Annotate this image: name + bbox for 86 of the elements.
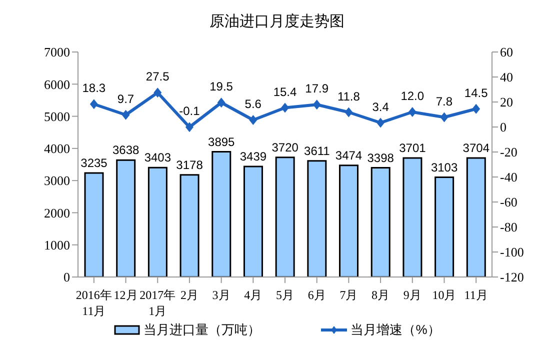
point bbox=[408, 107, 416, 117]
legend-label: 当月增速（%） bbox=[350, 321, 440, 339]
point bbox=[122, 110, 130, 120]
data-label: -0.1 bbox=[179, 104, 200, 118]
data-label: 3398 bbox=[367, 150, 394, 165]
data-label: 14.5 bbox=[464, 86, 488, 100]
data-label: 3103 bbox=[430, 160, 458, 174]
point bbox=[376, 118, 385, 128]
data-label: 3403 bbox=[144, 150, 172, 165]
data-label: 7.8 bbox=[436, 94, 453, 108]
y2-tick-label: -20 bbox=[500, 144, 518, 160]
data-label: 3235 bbox=[80, 156, 108, 170]
y-tick-label: 2000 bbox=[44, 205, 70, 220]
data-label: 3439 bbox=[240, 149, 267, 164]
point bbox=[185, 122, 194, 132]
point bbox=[344, 107, 353, 118]
y2-tick-label: -60 bbox=[500, 194, 518, 210]
data-label: 3701 bbox=[399, 141, 426, 156]
y2-tick-label: 20 bbox=[500, 94, 513, 110]
chart-title: 原油进口月度走势图 bbox=[208, 12, 346, 32]
x-tick-label: 2月 bbox=[180, 288, 198, 302]
bar bbox=[434, 176, 454, 277]
bar bbox=[116, 159, 136, 277]
bar bbox=[307, 160, 327, 277]
data-label: 17.9 bbox=[305, 82, 329, 96]
y-tick-label: 4000 bbox=[44, 141, 70, 156]
point bbox=[217, 98, 226, 108]
bar bbox=[466, 157, 486, 277]
x-tick-label: 5月 bbox=[276, 288, 294, 302]
y-tick-label: 3000 bbox=[44, 173, 70, 188]
bar bbox=[243, 166, 263, 277]
data-label: 3611 bbox=[304, 144, 330, 158]
y2-tick-label: -120 bbox=[500, 270, 524, 285]
x-tick-label: 10月 bbox=[432, 288, 456, 302]
x-tick-label: 8月 bbox=[372, 288, 390, 302]
data-label: 27.5 bbox=[146, 70, 170, 84]
y2-tick-label: -40 bbox=[500, 170, 518, 185]
y-tick-label: 0 bbox=[64, 270, 70, 285]
bar bbox=[148, 166, 168, 277]
data-label: 15.4 bbox=[273, 84, 297, 99]
x-tick-label: 7月 bbox=[340, 288, 358, 302]
y2-tick-label: -100 bbox=[500, 244, 524, 260]
y-tick-label: 7000 bbox=[44, 44, 70, 60]
data-label: 3704 bbox=[462, 140, 490, 155]
data-label: 3178 bbox=[176, 158, 204, 172]
data-label: 19.5 bbox=[210, 80, 234, 94]
bar bbox=[84, 172, 104, 277]
y2-tick-label: 60 bbox=[500, 44, 513, 60]
x-tick-label: 4月 bbox=[244, 288, 262, 302]
data-label: 3895 bbox=[208, 134, 236, 149]
data-label: 3474 bbox=[335, 148, 362, 162]
x-tick-label: 12月 bbox=[114, 288, 138, 302]
y-tick-label: 5000 bbox=[44, 108, 70, 124]
bar bbox=[402, 157, 422, 277]
bar bbox=[339, 164, 359, 277]
y-tick-label: 1000 bbox=[44, 237, 70, 252]
data-label: 12.0 bbox=[400, 89, 424, 103]
y2-tick-label: -80 bbox=[500, 220, 518, 235]
point bbox=[90, 99, 98, 110]
x-tick-label: 2016年 11月 bbox=[76, 288, 112, 318]
data-label: 3638 bbox=[112, 143, 140, 158]
bar bbox=[212, 151, 232, 277]
y2-tick-label: 40 bbox=[500, 70, 513, 85]
point bbox=[472, 104, 480, 114]
point bbox=[281, 102, 289, 113]
point bbox=[249, 115, 258, 125]
data-label: 3720 bbox=[272, 140, 299, 154]
point bbox=[154, 88, 162, 98]
bar bbox=[180, 174, 200, 277]
x-tick-label: 2017年 1月 bbox=[140, 288, 176, 318]
data-label: 3.4 bbox=[372, 100, 390, 114]
x-tick-label: 3月 bbox=[212, 288, 230, 302]
y2-tick-label: 0 bbox=[500, 120, 506, 135]
data-label: 9.7 bbox=[117, 92, 134, 106]
point bbox=[440, 112, 448, 122]
bar bbox=[370, 167, 390, 277]
bar bbox=[275, 156, 295, 277]
x-tick-label: 9月 bbox=[403, 288, 422, 302]
data-label: 18.3 bbox=[82, 81, 106, 96]
point bbox=[312, 100, 321, 110]
x-tick-label: 11月 bbox=[464, 288, 488, 302]
data-label: 11.8 bbox=[337, 89, 360, 104]
legend-label: 当月进口量（万吨） bbox=[142, 321, 261, 339]
data-label: 5.6 bbox=[244, 97, 262, 111]
y-tick-label: 6000 bbox=[44, 76, 70, 92]
x-tick-label: 6月 bbox=[308, 288, 326, 302]
